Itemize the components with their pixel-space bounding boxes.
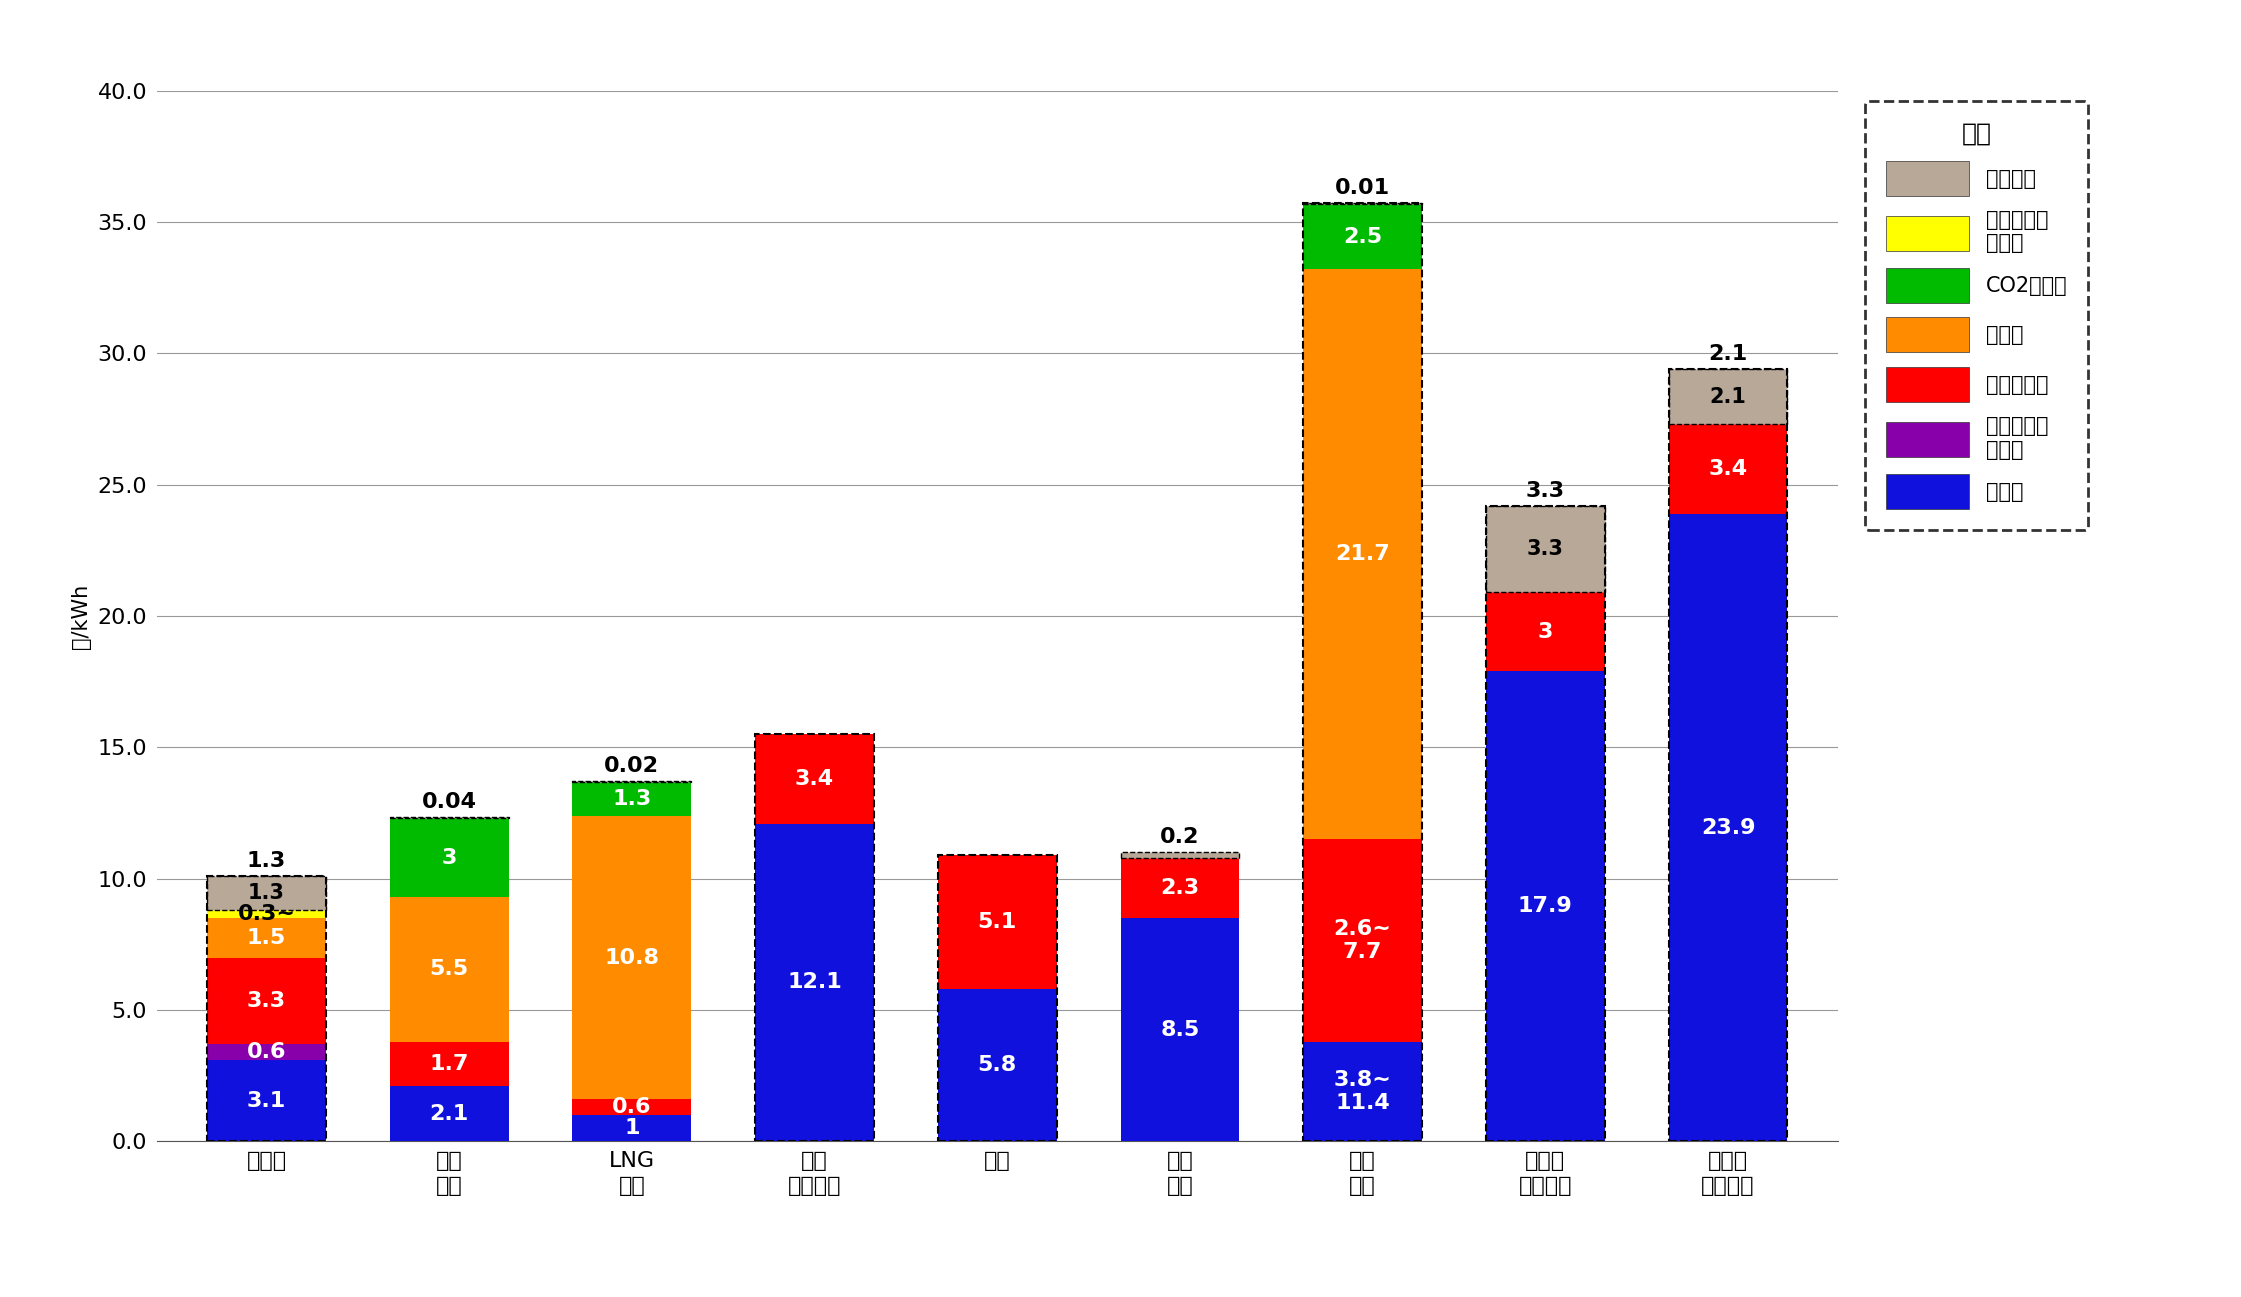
Text: 5.8: 5.8: [977, 1056, 1017, 1075]
Text: 0.02: 0.02: [605, 756, 659, 776]
Bar: [939, 855, 1056, 990]
Text: 0.6: 0.6: [612, 1097, 652, 1117]
Bar: [571, 1115, 690, 1141]
Text: 5.1: 5.1: [977, 912, 1017, 933]
Text: 1: 1: [623, 1118, 639, 1139]
Text: 3.3: 3.3: [1526, 540, 1564, 559]
Text: 8.5: 8.5: [1161, 1019, 1199, 1040]
Bar: [390, 818, 509, 898]
Bar: [1670, 514, 1788, 1141]
Text: 3: 3: [1537, 621, 1553, 642]
Text: 0.3~: 0.3~: [238, 904, 296, 925]
Text: 3.8~
11.4: 3.8~ 11.4: [1333, 1070, 1392, 1113]
Bar: [390, 1041, 509, 1086]
Bar: [1486, 506, 1605, 593]
Bar: [571, 816, 690, 1100]
Bar: [390, 1086, 509, 1141]
Text: 2.6~
7.7: 2.6~ 7.7: [1333, 918, 1392, 962]
Text: 1.7: 1.7: [430, 1054, 468, 1074]
Bar: [206, 875, 325, 910]
Text: 0.6: 0.6: [247, 1041, 287, 1062]
Text: 1.3: 1.3: [612, 789, 652, 808]
Text: 3: 3: [441, 848, 457, 868]
Text: 3.3: 3.3: [1526, 480, 1564, 501]
Text: 21.7: 21.7: [1336, 545, 1389, 564]
Text: 2.1: 2.1: [1708, 344, 1748, 364]
Bar: [1120, 852, 1239, 857]
Text: 2.5: 2.5: [1342, 227, 1383, 246]
Text: 3.1: 3.1: [247, 1091, 287, 1110]
Text: 1.5: 1.5: [247, 927, 287, 948]
Bar: [1120, 918, 1239, 1141]
Text: 17.9: 17.9: [1517, 896, 1573, 916]
Bar: [571, 782, 690, 816]
Text: 0.2: 0.2: [1161, 827, 1199, 847]
Text: 1.3: 1.3: [249, 883, 285, 903]
Bar: [206, 1060, 325, 1141]
Bar: [755, 734, 874, 824]
Bar: [1304, 204, 1423, 270]
Text: 5.5: 5.5: [430, 960, 468, 979]
Text: 12.1: 12.1: [787, 973, 843, 992]
Bar: [939, 990, 1056, 1141]
Bar: [1670, 424, 1788, 514]
Text: 1.3: 1.3: [247, 851, 287, 870]
Bar: [1304, 270, 1423, 839]
Text: 0.01: 0.01: [1336, 178, 1389, 198]
Bar: [1670, 370, 1788, 424]
Bar: [206, 957, 325, 1044]
Text: 3.4: 3.4: [1708, 459, 1748, 479]
Text: 3.3: 3.3: [247, 991, 287, 1010]
Text: 23.9: 23.9: [1701, 817, 1755, 838]
Legend: 政策経費, 事故リスク
対応費, CO2対策費, 燃料費, 運転維持費, 追加的安全
対策費, 資本費: 政策経費, 事故リスク 対応費, CO2対策費, 燃料費, 運転維持費, 追加的…: [1865, 101, 2089, 530]
Bar: [1304, 1041, 1423, 1141]
Bar: [206, 1044, 325, 1060]
Bar: [1304, 839, 1423, 1041]
Bar: [1120, 857, 1239, 918]
Bar: [755, 824, 874, 1141]
Bar: [206, 910, 325, 918]
Text: 2.1: 2.1: [430, 1104, 468, 1123]
Y-axis label: 円/kWh: 円/kWh: [69, 584, 90, 648]
Bar: [206, 918, 325, 957]
Text: 3.4: 3.4: [796, 769, 834, 789]
Text: 0.04: 0.04: [421, 792, 477, 812]
Bar: [390, 898, 509, 1041]
Bar: [1486, 593, 1605, 672]
Text: 10.8: 10.8: [605, 948, 659, 968]
Text: 2.1: 2.1: [1710, 387, 1746, 407]
Bar: [571, 1100, 690, 1115]
Bar: [1486, 672, 1605, 1141]
Text: 2.3: 2.3: [1161, 878, 1199, 898]
